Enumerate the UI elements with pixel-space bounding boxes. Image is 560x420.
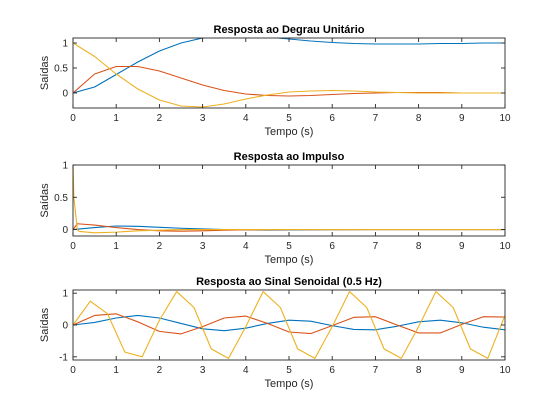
x-axis-label: Tempo (s) [265,126,314,138]
y-tick-label: 0.5 [54,193,68,204]
x-tick-label: 10 [499,365,511,376]
x-tick-label: 3 [200,241,206,252]
series-line-3 [73,165,505,234]
y-tick-label: 0 [62,225,68,236]
subplot-1: 0 1 2 3 4 5 6 7 8 9 10 0 0.5 1 Resposta ao Degrau Unit… [39,24,511,138]
x-tick-label: 0 [70,113,76,124]
chart-title: Resposta ao Impulso [234,151,345,163]
y-axis-label: Saídas [39,307,51,342]
x-axis-label: Tempo (s) [265,254,314,266]
x-tick-label: 2 [157,113,163,124]
y-tick-label: -1 [59,352,68,363]
chart-title: Resposta ao Sinal Senoidal (0.5 Hz) [196,276,382,288]
x-tick-label: 5 [286,365,292,376]
x-tick-label: 3 [200,365,206,376]
series-line-1 [73,314,505,332]
x-tick-label: 4 [243,113,249,124]
x-tick-label: 5 [286,241,292,252]
x-tick-label: 2 [157,365,163,376]
x-tick-label: 8 [416,241,422,252]
x-tick-label: 6 [329,113,335,124]
y-tick-label: 1 [62,39,68,50]
x-tick-label: 4 [243,365,249,376]
subplot-2: 0 1 2 3 4 5 6 7 8 9 10 0 0.5 1 Resposta ao Impulso Temp… [39,151,511,266]
y-tick-label: 0 [62,321,68,332]
y-tick-label: 0 [62,89,68,100]
x-tick-label: 7 [373,241,379,252]
series-line-3 [73,42,505,108]
y-axis-label: Saídas [39,183,51,218]
y-axis-label: Saídas [39,55,51,90]
series-line-2 [73,313,505,335]
plot-area [73,290,505,360]
x-tick-label: 4 [243,241,249,252]
x-tick-label: 5 [286,113,292,124]
x-tick-label: 9 [459,365,465,376]
x-tick-label: 6 [329,241,335,252]
series-line-3 [73,291,505,359]
y-tick-label: 1 [62,289,68,300]
x-tick-label: 8 [416,113,422,124]
x-tick-label: 10 [499,113,511,124]
plot-area [73,38,505,108]
x-tick-label: 0 [70,241,76,252]
x-tick-label: 1 [113,365,119,376]
plot-area [73,165,505,236]
x-tick-label: 10 [499,241,511,252]
x-tick-label: 7 [373,113,379,124]
x-tick-label: 1 [113,113,119,124]
x-tick-label: 8 [416,365,422,376]
x-tick-label: 6 [329,365,335,376]
x-tick-label: 3 [200,113,206,124]
x-axis-label: Tempo (s) [265,378,314,390]
y-tick-label: 0.5 [54,64,68,75]
x-tick-label: 2 [157,241,163,252]
x-tick-label: 0 [70,365,76,376]
x-tick-label: 1 [113,241,119,252]
chart-title: Resposta ao Degrau Unitário [214,24,365,36]
x-tick-label: 9 [459,113,465,124]
x-tick-label: 7 [373,365,379,376]
y-tick-label: 1 [62,161,68,172]
x-tick-label: 9 [459,241,465,252]
